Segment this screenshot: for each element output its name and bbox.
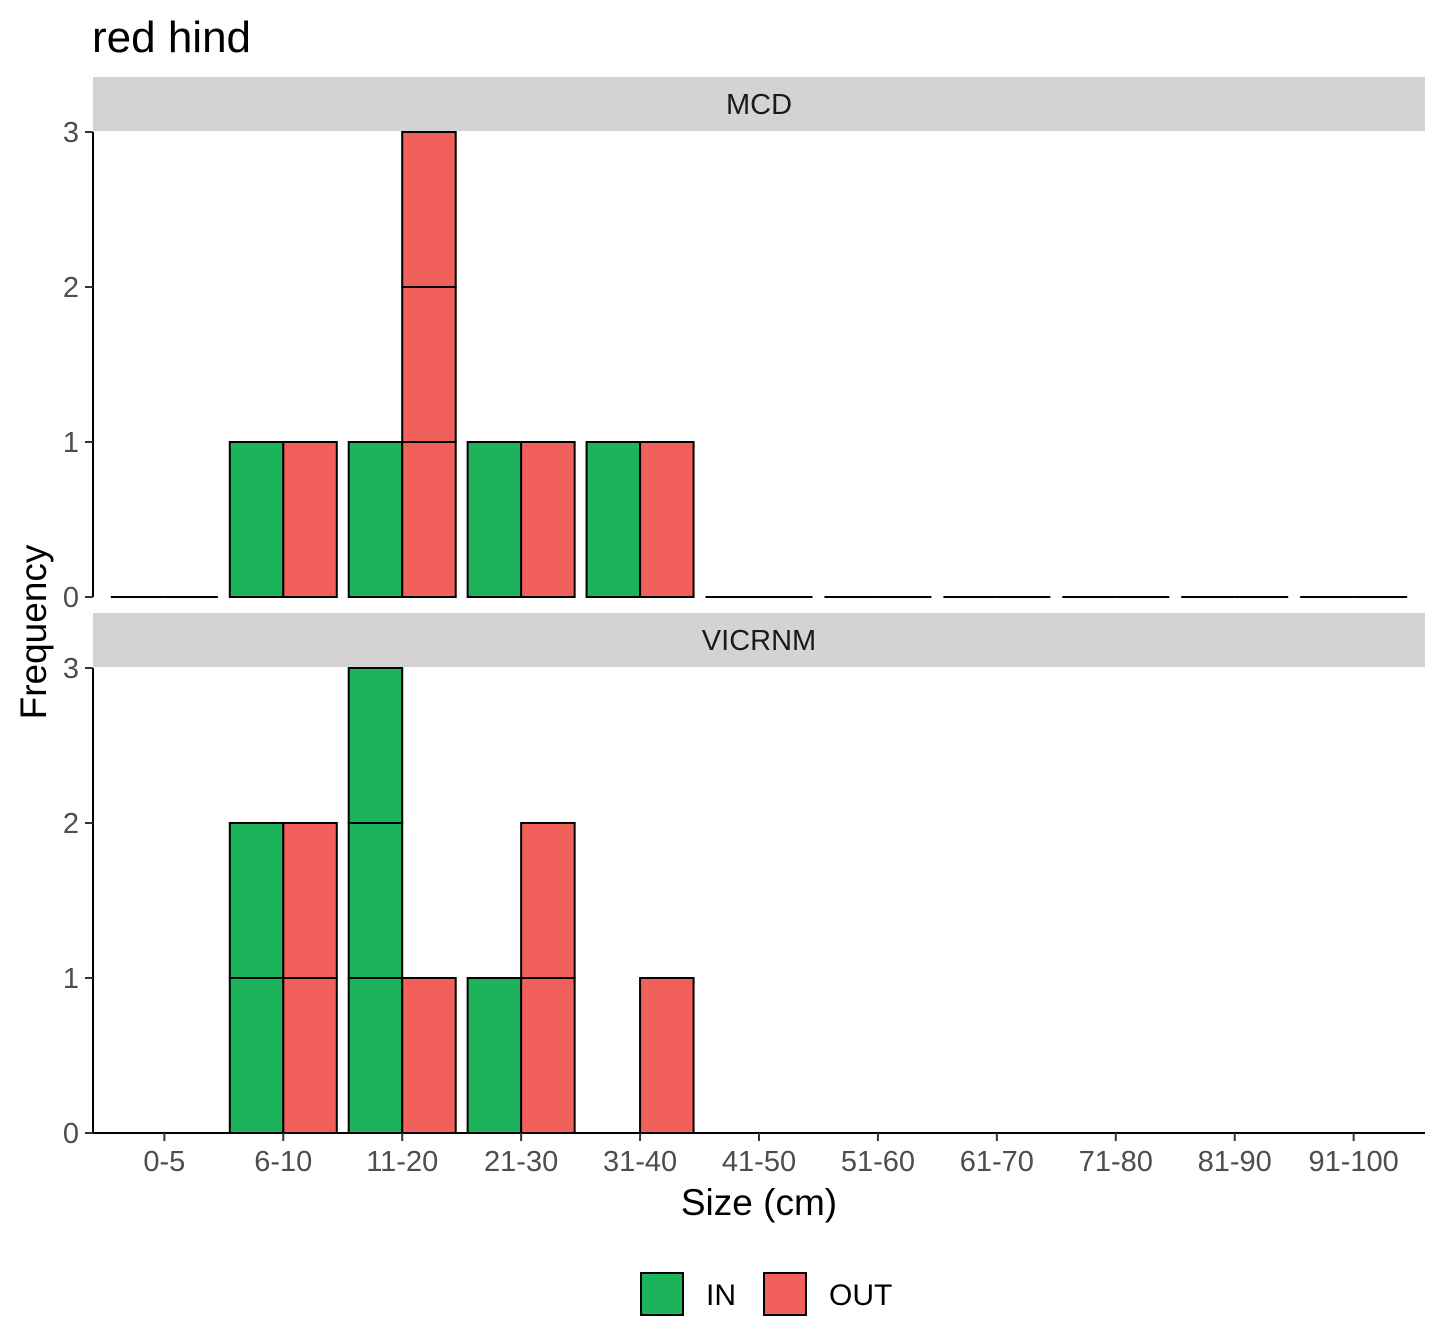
- bar-in: [347, 977, 404, 1134]
- bar-out: [520, 822, 576, 979]
- facet-label: MCD: [726, 89, 792, 121]
- x-tick-label: 61-70: [960, 1146, 1034, 1178]
- bar-out: [639, 977, 695, 1134]
- y-tick-label: 0: [63, 582, 79, 614]
- y-axis-title: Frequency: [13, 544, 54, 719]
- legend-key-in: [640, 1272, 684, 1316]
- bar-in: [228, 977, 285, 1134]
- bar-out: [282, 822, 338, 979]
- x-tick-label: 41-50: [722, 1146, 796, 1178]
- facet-strip: [93, 613, 1425, 667]
- x-tick-label: 0-5: [143, 1146, 185, 1178]
- panel-vicrnm: VICRNM 0 1 2 3: [63, 613, 1425, 1150]
- bar-in: [347, 822, 404, 979]
- x-tick-label: 6-10: [254, 1146, 312, 1178]
- x-tick-label: 91-100: [1308, 1146, 1398, 1178]
- x-tick-label: 21-30: [484, 1146, 558, 1178]
- facet-label: VICRNM: [702, 625, 816, 657]
- bar-in: [228, 822, 285, 979]
- x-axis-title: Size (cm): [681, 1182, 837, 1223]
- bar-out: [282, 441, 338, 598]
- legend-label-out: OUT: [829, 1279, 892, 1312]
- legend-label-in: IN: [706, 1279, 736, 1312]
- panel-mcd: MCD 0 1 2 3: [63, 77, 1425, 614]
- y-tick-label: 3: [63, 653, 79, 685]
- bar-out: [282, 977, 338, 1134]
- x-tick-label: 31-40: [603, 1146, 677, 1178]
- bar-in: [466, 441, 523, 598]
- bar-in: [347, 667, 404, 824]
- bar-out: [401, 441, 457, 598]
- bar-out: [639, 441, 695, 598]
- bar-out: [401, 131, 457, 288]
- legend: IN OUT: [640, 1272, 892, 1316]
- x-tick-label: 71-80: [1079, 1146, 1153, 1178]
- y-tick-label: 2: [63, 272, 79, 304]
- bar-in: [347, 441, 404, 598]
- bar-out: [401, 286, 457, 443]
- x-tick-label: 51-60: [841, 1146, 915, 1178]
- facet-strip: [93, 77, 1425, 131]
- y-tick-label: 1: [63, 963, 79, 995]
- bar-in: [585, 441, 642, 598]
- bar-out: [520, 977, 576, 1134]
- y-tick-label: 1: [63, 427, 79, 459]
- x-tick-label: 11-20: [366, 1146, 438, 1178]
- x-axis: 0-5 6-10 11-20 21-30 31-40 41-50 51-60 61-70 71-…: [93, 1132, 1425, 1178]
- bar-out: [401, 977, 457, 1134]
- legend-key-out: [763, 1272, 807, 1316]
- panels: MCD 0 1 2 3 VICRNM 0 1 2 3: [63, 77, 1425, 1150]
- bar-out: [520, 441, 576, 598]
- bar-in: [228, 441, 285, 598]
- chart-title: red hind: [92, 13, 251, 62]
- x-tick-label: 81-90: [1198, 1146, 1272, 1178]
- y-tick-label: 0: [63, 1118, 79, 1150]
- bar-in: [466, 977, 523, 1134]
- y-tick-label: 2: [63, 808, 79, 840]
- y-tick-label: 3: [63, 117, 79, 149]
